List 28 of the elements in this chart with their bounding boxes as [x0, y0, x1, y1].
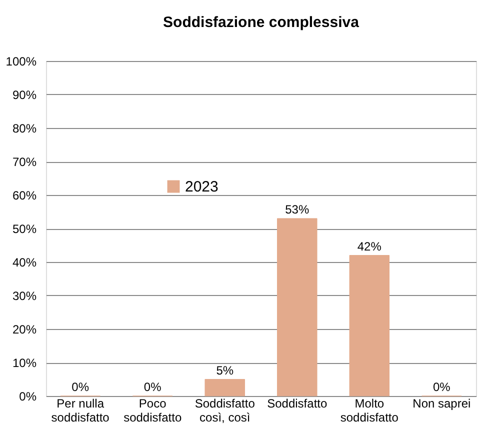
y-tick-label: 80%: [12, 122, 37, 136]
x-tick-label: Poco soddisfatto: [124, 396, 182, 424]
x-tick-label: Non saprei: [412, 396, 471, 410]
y-tick-label: 30%: [12, 289, 37, 303]
y-tick-label: 0%: [19, 390, 37, 404]
bar: [277, 218, 318, 396]
text: 0%: [433, 380, 450, 394]
chart-title: Soddisfazione complessiva: [163, 14, 360, 31]
y-tick-label: 40%: [12, 256, 37, 270]
x-tick-label: Per nulla soddisfatto: [51, 396, 110, 424]
y-tick-label: 70%: [12, 155, 37, 169]
x-tick-label: Soddisfatto così, così: [194, 396, 256, 424]
x-tick-label: Molto soddisfatto: [340, 396, 399, 424]
bar: [204, 379, 245, 396]
bar: [349, 255, 390, 396]
y-tick-label: 100%: [6, 54, 37, 68]
y-tick-label: 50%: [12, 222, 37, 236]
legend-label: 2023: [185, 178, 218, 196]
y-tick-label: 90%: [12, 88, 37, 102]
text: 0%: [144, 380, 162, 394]
y-tick-label: 60%: [12, 188, 37, 202]
y-tick-label: 20%: [12, 322, 37, 336]
text: 0%: [72, 380, 89, 394]
text: 5%: [216, 363, 234, 378]
text: 42%: [357, 239, 382, 254]
y-tick-label: 10%: [12, 356, 37, 370]
text: 53%: [285, 202, 310, 216]
x-tick-label: Soddisfatto: [267, 396, 328, 410]
